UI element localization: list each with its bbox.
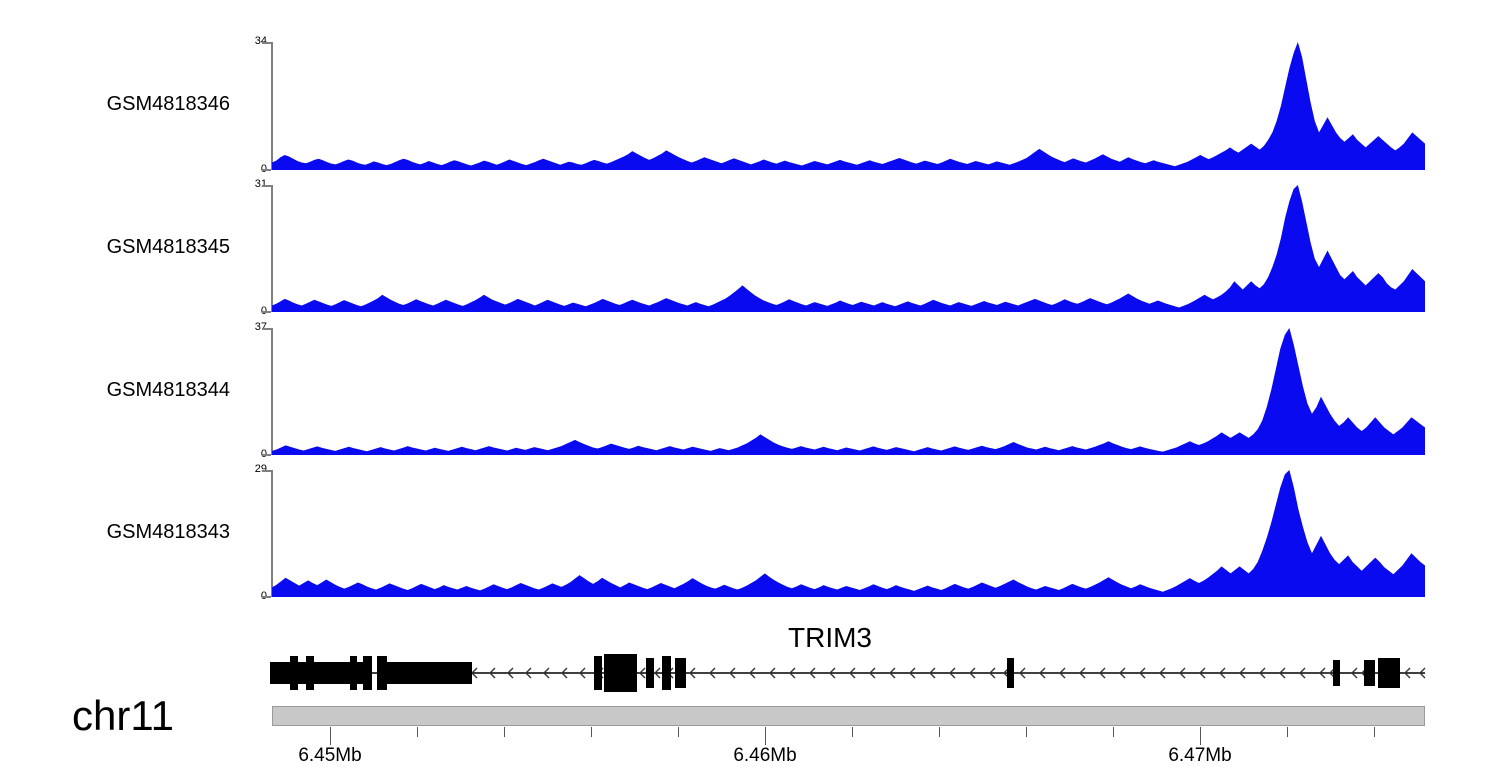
coverage-plot: [272, 42, 1425, 170]
ruler-tick-label: 6.47Mb: [1168, 745, 1232, 766]
coverage-plot: [272, 185, 1425, 312]
gene-name-label: TRIM3: [788, 622, 872, 653]
ruler-tick: [1287, 727, 1288, 737]
ruler-tick: [1374, 727, 1375, 737]
chromosome-label: chr11: [72, 692, 174, 739]
axis-min-label: 0: [260, 163, 267, 175]
y-axis-line: [271, 328, 273, 455]
y-axis-tick-top: [262, 42, 271, 44]
y-axis-tick-bottom: [262, 596, 271, 598]
axis-max-label: 34: [254, 35, 267, 47]
y-axis-line: [271, 470, 273, 597]
track-label: GSM4818345: [106, 235, 230, 258]
track-label: GSM4818343: [106, 520, 230, 543]
track-label: GSM4818346: [106, 93, 230, 115]
axis-min-label: 0: [260, 305, 267, 317]
ruler-tick: [504, 727, 505, 737]
track-label: GSM4818344: [106, 378, 230, 401]
ruler-tick: [1200, 727, 1201, 745]
ruler-tick: [417, 727, 418, 737]
axis-min-label: 0: [260, 448, 267, 460]
chromosome-ideogram-bar[interactable]: [272, 706, 1425, 726]
ruler-tick: [330, 727, 331, 745]
ruler-tick: [1026, 727, 1027, 737]
axis-max-label: 31: [254, 178, 267, 190]
y-axis-tick-top: [262, 185, 271, 187]
axis-min-label: 0: [260, 590, 267, 602]
y-axis-line: [271, 185, 273, 312]
y-axis-line: [271, 42, 273, 170]
coverage-plot: [272, 470, 1425, 597]
y-axis-tick-bottom: [262, 454, 271, 456]
y-axis-tick-bottom: [262, 311, 271, 313]
ruler-tick: [678, 727, 679, 737]
y-axis-tick-bottom: [262, 169, 271, 171]
ruler-tick: [1113, 727, 1114, 737]
ruler-tick: [852, 727, 853, 737]
ruler-tick-label: 6.45Mb: [298, 745, 362, 766]
axis-max-label: 29: [254, 463, 267, 475]
coverage-plot: [272, 328, 1425, 455]
ruler-tick-label: 6.46Mb: [733, 745, 797, 766]
ruler-tick: [591, 727, 592, 737]
y-axis-tick-top: [262, 470, 271, 472]
ruler-tick: [765, 727, 766, 745]
ruler-tick: [939, 727, 940, 737]
axis-max-label: 37: [254, 321, 267, 333]
gene-model-track[interactable]: [0, 650, 1500, 696]
y-axis-tick-top: [262, 328, 271, 330]
